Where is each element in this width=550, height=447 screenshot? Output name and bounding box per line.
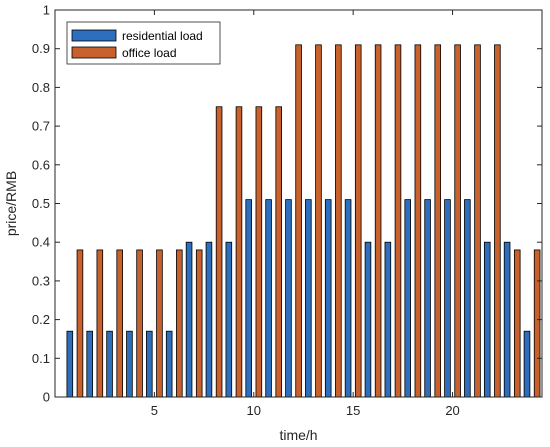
bar-residential-1: [66, 330, 74, 398]
ticks-layer: 00.10.20.30.40.50.60.70.80.915 10 15 20: [32, 3, 542, 418]
y-tick-label: 0.4: [32, 235, 50, 250]
bar-office-13: [315, 44, 322, 398]
y-tick-label: 1: [43, 3, 50, 18]
bar-residential-23: [503, 241, 511, 398]
bar-residential-17: [384, 241, 392, 398]
bar-residential-9: [225, 241, 233, 398]
bar-residential-14: [324, 199, 332, 398]
bar-residential-5: [146, 330, 153, 398]
bar-residential-2: [86, 330, 93, 398]
bar-residential-19: [424, 199, 431, 398]
bar-office-1: [76, 249, 84, 398]
legend-label-residential: residential load: [122, 29, 203, 43]
bar-residential-8: [205, 241, 213, 398]
y-tick-label: 0: [43, 390, 50, 405]
bar-residential-15: [344, 199, 352, 398]
bar-residential-21: [464, 199, 471, 398]
legend-label-office: office load: [122, 46, 177, 60]
bar-residential-4: [126, 330, 133, 398]
x-tick-label: 20: [445, 403, 459, 418]
legend-swatch-office: [71, 46, 117, 59]
bar-office-15: [354, 44, 362, 398]
bar-office-2: [96, 249, 104, 398]
bar-office-20: [454, 44, 461, 398]
y-tick-label: 0.8: [32, 80, 50, 95]
bar-residential-18: [404, 199, 411, 398]
bar-office-6: [176, 249, 183, 398]
bar-residential-12: [285, 199, 292, 398]
bar-residential-13: [305, 199, 312, 398]
bar-office-24: [533, 249, 541, 398]
bar-office-10: [255, 106, 263, 398]
bar-office-3: [116, 249, 123, 398]
x-axis-label: time/h: [279, 427, 317, 443]
x-tick-label: 15: [346, 403, 360, 418]
bar-residential-22: [483, 241, 491, 398]
bar-office-8: [215, 106, 223, 398]
y-tick-label: 0.9: [32, 41, 50, 56]
bar-office-12: [295, 44, 302, 398]
bar-office-22: [494, 44, 501, 398]
y-tick-label: 0.6: [32, 157, 50, 172]
y-tick-label: 0.2: [32, 312, 50, 327]
bar-residential-3: [106, 330, 113, 398]
bar-residential-16: [364, 241, 372, 398]
x-tick-label: 10: [247, 403, 261, 418]
y-tick-label: 0.3: [32, 273, 50, 288]
bar-office-5: [156, 249, 163, 398]
bar-residential-7: [185, 241, 193, 398]
y-tick-label: 0.5: [32, 196, 50, 211]
y-tick-label: 0.1: [32, 351, 50, 366]
bar-office-7: [195, 249, 203, 398]
x-tick-label: 5: [151, 403, 158, 418]
bar-residential-10: [245, 199, 252, 398]
y-axis-label: price/RMB: [3, 171, 19, 236]
bar-office-16: [374, 44, 382, 398]
bar-office-19: [434, 44, 442, 398]
bar-office-11: [275, 106, 282, 398]
bar-office-9: [235, 106, 243, 398]
bar-office-17: [394, 44, 402, 398]
bar-office-21: [474, 44, 481, 398]
bar-residential-20: [444, 199, 451, 398]
bar-office-14: [335, 44, 342, 398]
legend: residential load office load: [66, 21, 221, 65]
bar-office-4: [136, 249, 143, 398]
bar-residential-24: [523, 330, 531, 398]
bar-office-18: [414, 44, 422, 398]
bar-residential-6: [165, 330, 173, 398]
legend-swatch-residential: [71, 29, 117, 42]
bar-residential-11: [265, 199, 272, 398]
y-tick-label: 0.7: [32, 119, 50, 134]
bar-office-23: [513, 249, 521, 398]
